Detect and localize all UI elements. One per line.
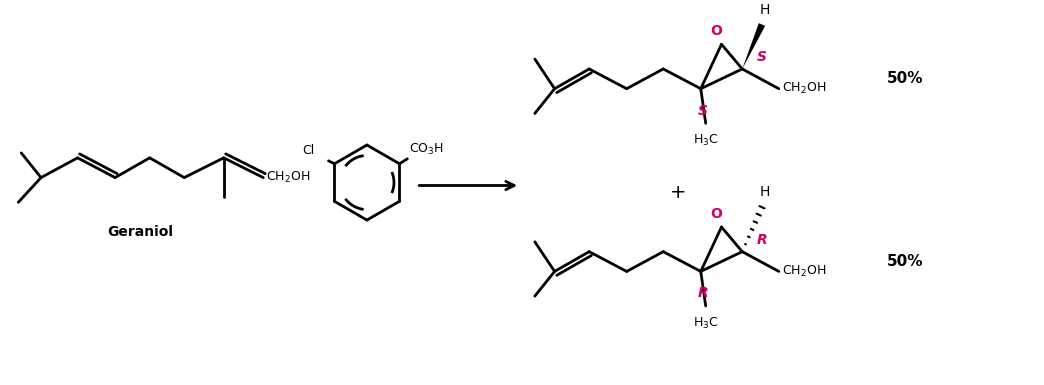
Text: H$_3$C: H$_3$C <box>693 133 718 148</box>
Text: CH$_2$OH: CH$_2$OH <box>782 81 826 96</box>
Text: +: + <box>670 183 686 202</box>
Text: H: H <box>760 185 770 199</box>
Text: Geraniol: Geraniol <box>106 225 173 239</box>
Text: S: S <box>757 50 767 64</box>
Text: CH$_2$OH: CH$_2$OH <box>782 264 826 279</box>
Text: 50%: 50% <box>887 71 924 86</box>
Text: H$_3$C: H$_3$C <box>693 316 718 331</box>
Text: O: O <box>711 24 722 38</box>
Text: CH$_2$OH: CH$_2$OH <box>266 170 310 185</box>
Text: H: H <box>760 3 770 17</box>
Text: R: R <box>757 233 767 247</box>
Text: S: S <box>697 104 708 117</box>
Text: R: R <box>697 286 708 300</box>
Text: O: O <box>711 207 722 221</box>
Polygon shape <box>742 23 765 69</box>
Text: Cl: Cl <box>303 144 314 157</box>
Text: CO$_3$H: CO$_3$H <box>409 142 444 157</box>
Text: 50%: 50% <box>887 254 924 269</box>
